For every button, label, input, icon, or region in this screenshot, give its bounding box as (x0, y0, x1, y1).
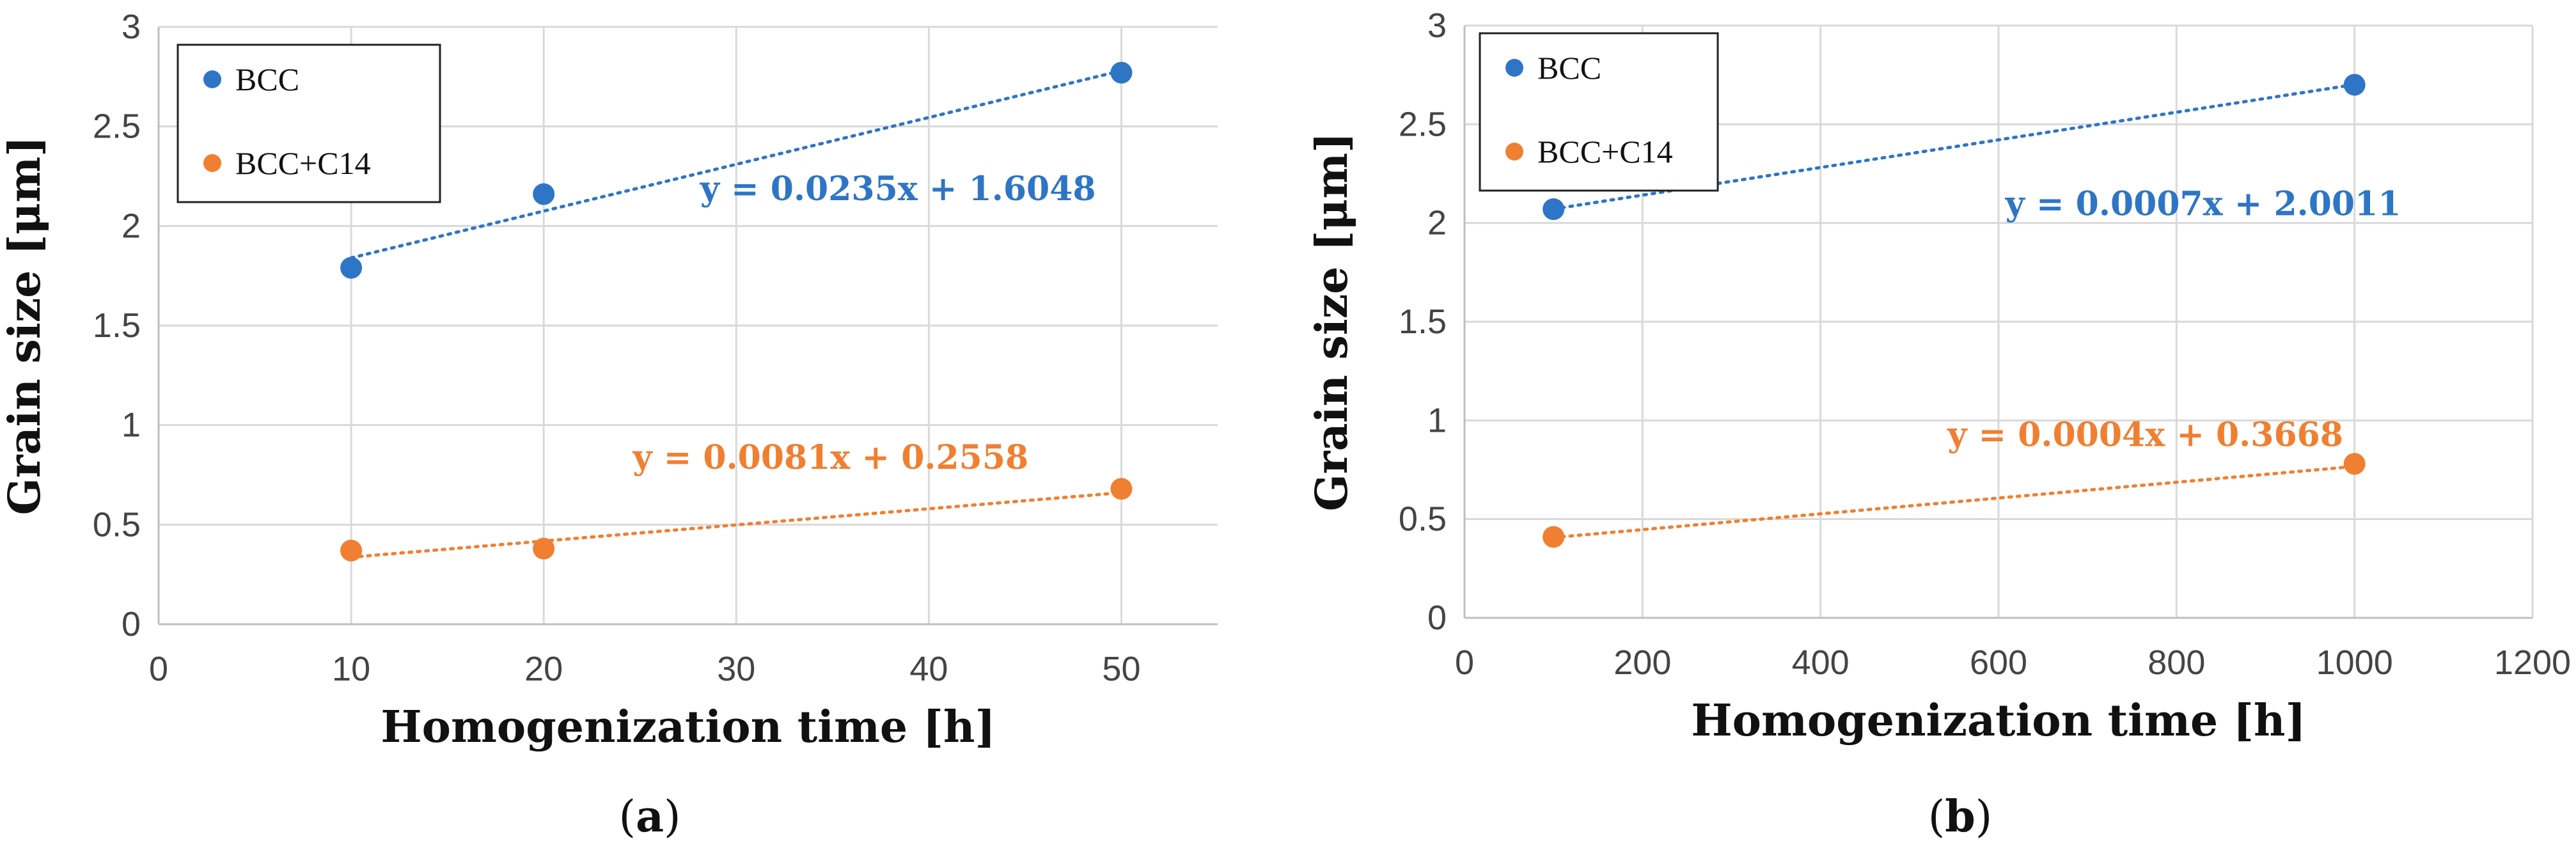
chart-a-series-bcc-c14-trendline (349, 491, 1123, 559)
chart-b-x-tick-label: 200 (1614, 643, 1671, 682)
chart-a-y-tick-label: 2.5 (93, 107, 141, 146)
chart-a-x-tick-label: 50 (1102, 650, 1140, 688)
chart-a-y-tick-label: 0 (122, 605, 141, 643)
chart-b-series-bcc-c14-trendline-equation: y = 0.0004x + 0.3668 (1947, 415, 2343, 454)
chart-a-y-tick-label: 3 (122, 8, 141, 46)
chart-b-series-bcc-c14-point (1543, 526, 1565, 548)
chart-b-legend-marker (1505, 143, 1523, 161)
chart-a-y-axis-title: Grain size [μm] (0, 136, 51, 516)
chart-b-y-tick-label: 3 (1427, 6, 1447, 45)
chart-panel-a: 0 10 20 30 40 50 0 0.5 1 1.5 2 2.5 3 Homogenization t… (0, 8, 1218, 842)
chart-b-series-bcc-point (1543, 198, 1565, 221)
chart-a: 0 10 20 30 40 50 0 0.5 1 1.5 2 2.5 3 Homogenization t… (0, 8, 1218, 842)
chart-b-x-tick-label: 800 (2148, 643, 2205, 682)
chart-b-x-axis-title: Homogenization time [h] (1691, 695, 2305, 746)
chart-b-legend: BCC BCC+C14 (1479, 32, 1719, 192)
chart-a-x-tick-label: 40 (909, 650, 948, 688)
chart-a-legend-label: BCC+C14 (235, 145, 371, 181)
chart-a-series-bcc: y = 0.0235x + 1.6048 (340, 61, 1133, 279)
chart-b-y-tick-label: 2 (1427, 204, 1447, 242)
chart-b: 0 200 400 600 800 1000 1200 0 0.5 1 1.5 2 2.5 3 Homoge… (1307, 6, 2571, 842)
chart-b-y-tick-label: 1 (1427, 401, 1447, 439)
chart-a-series-bcc-c14-point (533, 537, 555, 560)
chart-a-x-tick-label: 30 (717, 650, 755, 688)
chart-a-x-tick-label: 20 (524, 650, 563, 688)
chart-b-panel-label: (b) (1928, 791, 1993, 842)
chart-b-x-tick-label: 1000 (2316, 643, 2393, 682)
chart-b-series-bcc-c14-point (2343, 453, 2366, 475)
chart-panel-b: 0 200 400 600 800 1000 1200 0 0.5 1 1.5 2 2.5 3 Homoge… (1288, 0, 2576, 866)
chart-a-series-bcc-point (533, 183, 555, 205)
chart-a-x-tick-label: 10 (332, 650, 370, 688)
chart-b-legend-label: BCC (1537, 50, 1601, 86)
chart-b-series-bcc-c14-trendline (1551, 464, 2357, 539)
chart-a-legend-label: BCC (235, 61, 299, 97)
chart-a-legend-box (177, 43, 441, 203)
chart-a-y-tick-label: 1.5 (93, 306, 141, 345)
chart-b-series-bcc-c14: y = 0.0004x + 0.3668 (1543, 415, 2366, 548)
chart-a-y-tick-label: 1 (122, 406, 141, 445)
chart-b-x-tick-label: 1200 (2494, 643, 2571, 682)
chart-b-x-tick-label: 0 (1455, 643, 1474, 682)
chart-a-series-bcc-point (1110, 61, 1133, 84)
chart-b-series-bcc-trendline-equation: y = 0.0007x + 2.0011 (2005, 184, 2401, 223)
chart-b-legend-label: BCC+C14 (1537, 134, 1673, 169)
chart-b-series-bcc-point (2343, 74, 2366, 96)
chart-a-series-bcc-trendline-equation: y = 0.0235x + 1.6048 (700, 169, 1096, 209)
chart-a-gridlines (159, 26, 1218, 624)
chart-a-x-axis-title: Homogenization time [h] (381, 702, 995, 753)
chart-b-y-axis-title: Grain size [μm] (1307, 132, 1358, 512)
chart-b-legend-marker (1505, 59, 1523, 77)
chart-b-y-tick-label: 2.5 (1399, 105, 1447, 143)
chart-a-legend-marker (203, 70, 221, 88)
chart-a-y-tick-label: 2 (122, 207, 141, 245)
chart-b-y-tick-label: 1.5 (1399, 303, 1447, 341)
chart-a-y-tick-label: 0.5 (93, 505, 141, 544)
chart-a-series-bcc-c14: y = 0.0081x + 0.2558 (340, 438, 1133, 562)
chart-a-legend-marker (203, 154, 221, 172)
chart-a-series-bcc-c14-point (1110, 478, 1133, 500)
chart-a-series-bcc-c14-point (340, 539, 363, 562)
chart-a-panel-label: (a) (618, 791, 680, 842)
chart-a-legend: BCC BCC+C14 (177, 43, 441, 203)
chart-a-series-bcc-point (340, 256, 363, 279)
chart-a-series-bcc-trendline (349, 69, 1123, 260)
chart-b-x-tick-label: 600 (1970, 643, 2027, 682)
chart-a-x-tick-label: 0 (149, 650, 168, 688)
chart-b-x-tick-label: 400 (1792, 643, 1850, 682)
chart-a-series-bcc-c14-trendline-equation: y = 0.0081x + 0.2558 (632, 438, 1028, 477)
chart-b-legend-box (1479, 32, 1719, 192)
chart-b-y-tick-label: 0.5 (1399, 500, 1447, 539)
chart-b-y-tick-label: 0 (1427, 599, 1447, 637)
